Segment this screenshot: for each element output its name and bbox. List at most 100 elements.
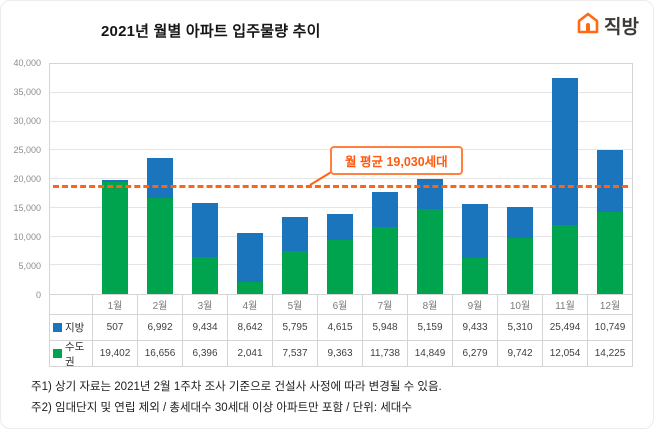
bar-column-4월 [228, 64, 273, 294]
page-title: 2021년 월별 아파트 입주물량 추이 [101, 23, 321, 40]
annotation-connector-line [309, 170, 334, 186]
bar-column-11월 [542, 64, 587, 294]
bar-segment-수도권 [327, 240, 354, 294]
bar-segment-수도권 [371, 226, 398, 294]
bar-segment-지방 [102, 179, 129, 183]
bar-segment-지방 [461, 203, 488, 258]
bar-segment-지방 [147, 158, 174, 199]
legend-swatch-icon [53, 349, 62, 358]
value-cell: 14,849 [407, 341, 452, 367]
month-label: 11월 [542, 295, 587, 315]
value-cell: 12,054 [542, 341, 587, 367]
legend-swatch-icon [53, 323, 62, 332]
bar-segment-지방 [416, 178, 443, 209]
value-cell: 7,537 [272, 341, 317, 367]
gridline [50, 91, 632, 93]
plot-area: 월 평균 19,030세대 [49, 63, 633, 295]
month-label: 8월 [407, 295, 452, 315]
value-cell: 8,642 [227, 315, 272, 341]
bar-column-3월 [183, 64, 228, 294]
bar-segment-지방 [282, 217, 309, 251]
month-label: 5월 [272, 295, 317, 315]
bar-column-8월 [407, 64, 452, 294]
footnote-2: 주2) 임대단지 및 연립 제외 / 총세대수 30세대 이상 아파트만 포함 … [31, 402, 412, 414]
value-cell: 25,494 [542, 315, 587, 341]
value-cell: 4,615 [317, 315, 362, 341]
month-header-row: 1월 2월 3월 4월 5월 6월 7월 8월 9월 10월 11월 12월 [49, 295, 633, 315]
table-body: 지방 507 6,992 9,434 8,642 5,795 4,615 5,948 5,159… [49, 315, 633, 367]
value-cell: 9,434 [182, 315, 227, 341]
gridline [50, 178, 632, 179]
bar-segment-지방 [506, 207, 533, 238]
y-axis-tick-label: 40,000 [13, 58, 41, 68]
bar-segment-지방 [551, 78, 578, 225]
gridline [50, 120, 632, 122]
bar-segment-지방 [371, 192, 398, 227]
bar-column-7월 [363, 64, 408, 294]
bar-column-9월 [452, 64, 497, 294]
zigbang-logo: 직방 [575, 10, 639, 41]
bar-segment-수도권 [237, 282, 264, 294]
y-axis-labels: 0 5,000 10,000 15,000 20,000 25,000 30,000 35,0… [1, 58, 45, 300]
month-label: 6월 [317, 295, 362, 315]
value-cell: 19,402 [92, 341, 137, 367]
legend-label: 수도권 [65, 341, 85, 367]
month-label: 9월 [452, 295, 497, 315]
legend-cell-수도권: 수도권 [49, 341, 92, 367]
average-annotation-box: 월 평균 19,030세대 [330, 146, 463, 175]
value-cell: 9,742 [497, 341, 542, 367]
value-cell: 11,738 [362, 341, 407, 367]
y-axis-tick-label: 10,000 [13, 232, 41, 242]
bar-segment-수도권 [461, 257, 488, 294]
bar-segment-지방 [596, 150, 623, 213]
table-corner-cell [49, 295, 92, 315]
footnote-1: 주1) 상기 자료는 2021년 2월 1주차 조사 기준으로 건설사 사정에 … [31, 381, 442, 393]
value-cell: 9,363 [317, 341, 362, 367]
month-label: 7월 [362, 295, 407, 315]
month-label: 12월 [587, 295, 633, 315]
data-table: 1월 2월 3월 4월 5월 6월 7월 8월 9월 10월 11월 12월 지방 507 6,992 9,… [49, 295, 633, 367]
y-axis-tick-label: 0 [35, 290, 41, 300]
value-cell: 507 [92, 315, 137, 341]
bar-segment-지방 [327, 213, 354, 241]
bar-segment-수도권 [192, 257, 219, 294]
gridline [50, 206, 632, 208]
bar-segment-수도권 [147, 198, 174, 294]
bar-column-12월 [587, 64, 632, 294]
legend-label: 지방 [65, 322, 85, 334]
month-label: 4월 [227, 295, 272, 315]
bar-segment-지방 [192, 203, 219, 258]
value-cell: 6,279 [452, 341, 497, 367]
bar-column-5월 [273, 64, 318, 294]
month-label: 1월 [92, 295, 137, 315]
house-icon [575, 10, 601, 41]
month-label: 2월 [137, 295, 182, 315]
y-axis-tick-label: 30,000 [13, 116, 41, 126]
month-label: 3월 [182, 295, 227, 315]
y-axis-tick-label: 20,000 [13, 174, 41, 184]
value-cell: 14,225 [587, 341, 633, 367]
y-axis-tick-label: 35,000 [13, 87, 41, 97]
table-row-지방: 지방 507 6,992 9,434 8,642 5,795 4,615 5,948 5,159… [49, 315, 633, 341]
bar-column-6월 [318, 64, 363, 294]
y-axis-tick-label: 5,000 [18, 261, 41, 271]
bar-segment-수도권 [102, 182, 129, 294]
value-cell: 10,749 [587, 315, 633, 341]
value-cell: 5,795 [272, 315, 317, 341]
bar-column-1월 [93, 64, 138, 294]
value-cell: 16,656 [137, 341, 182, 367]
bars [93, 64, 632, 294]
month-label: 10월 [497, 295, 542, 315]
bar-segment-수도권 [282, 250, 309, 294]
bar-segment-수도권 [416, 208, 443, 294]
table-row-수도권: 수도권 19,402 16,656 6,396 2,041 7,537 9,363 11,73… [49, 341, 633, 367]
bar-segment-수도권 [596, 212, 623, 294]
value-cell: 9,433 [452, 315, 497, 341]
legend-cell-지방: 지방 [49, 315, 92, 341]
y-axis-tick-label: 15,000 [13, 203, 41, 213]
value-cell: 2,041 [227, 341, 272, 367]
value-cell: 5,159 [407, 315, 452, 341]
bar-segment-수도권 [551, 224, 578, 294]
y-axis-tick-label: 25,000 [13, 145, 41, 155]
